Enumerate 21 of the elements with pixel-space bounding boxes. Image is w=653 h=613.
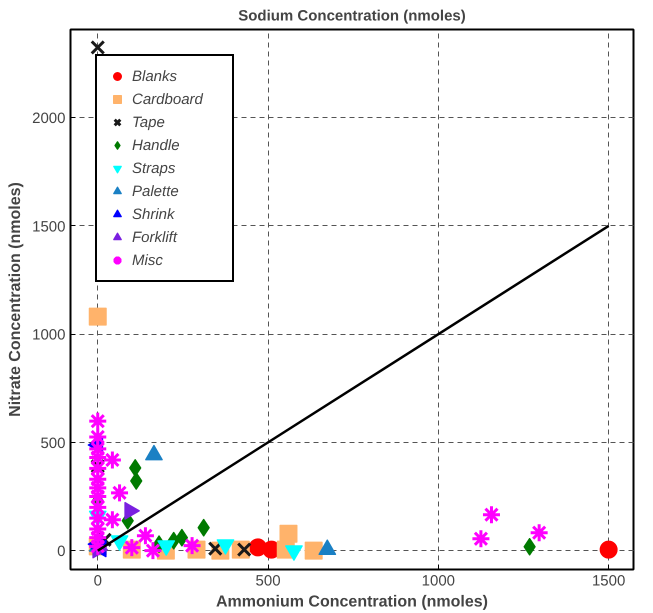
x-tick-label: 1500 [592,572,626,590]
legend-label: Blanks [132,68,178,84]
legend-label: Palette [132,182,180,200]
y-tick-label: 0 [57,543,66,560]
y-tick-label: 2000 [32,110,66,128]
legend-label: Cardboard [132,90,204,108]
legend-label: Straps [132,160,176,176]
legend-label: Tape [132,114,166,130]
y-tick-label: 500 [40,434,66,452]
x-tick-label: 0 [94,572,102,590]
x-tick-label: 500 [256,572,281,590]
x-axis-title: Ammonium Concentration (nmoles) [216,594,488,610]
legend-label: Shrink [132,206,176,222]
chart-title: Sodium Concentration (nmoles) [238,8,466,24]
x-tick-label: 1000 [422,572,456,590]
y-tick-label: 1000 [32,326,66,344]
y-tick-label: 1500 [32,218,66,236]
legend-label: Misc [132,252,164,268]
legend-label: Handle [132,136,181,154]
y-axis-title: Nitrate Concentration (nmoles) [7,182,24,417]
legend-label: Forklift [132,228,178,246]
